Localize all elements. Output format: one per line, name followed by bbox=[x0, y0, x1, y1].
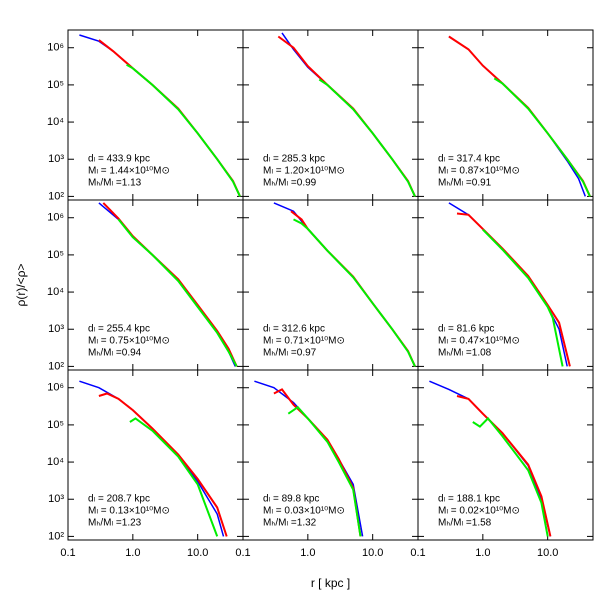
y-tick-label: 10⁵ bbox=[47, 79, 64, 91]
annotation: Mₕ/Mₗ =1.08 bbox=[438, 348, 492, 359]
x-tick-label: 1.0 bbox=[300, 547, 315, 559]
y-tick-label: 10³ bbox=[48, 493, 64, 505]
y-tick-label: 10⁵ bbox=[47, 419, 64, 431]
annotation: Mₗ = 0.13×10¹⁰M⊙ bbox=[88, 506, 170, 517]
y-tick-label: 10⁶ bbox=[47, 212, 64, 224]
data-line bbox=[287, 405, 362, 537]
data-line bbox=[98, 392, 228, 537]
annotation: dₗ = 81.6 kpc bbox=[438, 324, 494, 335]
y-tick-label: 10² bbox=[48, 530, 64, 542]
data-line bbox=[456, 212, 571, 367]
annotation: Mₗ = 1.20×10¹⁰M⊙ bbox=[263, 166, 345, 177]
data-line bbox=[293, 218, 416, 367]
annotation: Mₕ/Mₗ =0.94 bbox=[88, 348, 142, 359]
y-tick-label: 10⁴ bbox=[47, 116, 64, 128]
x-axis-label: r [ kpc ] bbox=[311, 576, 350, 590]
y-tick-label: 10⁴ bbox=[47, 456, 64, 468]
annotation: Mₗ = 0.87×10¹⁰M⊙ bbox=[438, 166, 520, 177]
annotation: Mₕ/Mₗ =0.97 bbox=[263, 348, 317, 359]
x-tick-label: 1.0 bbox=[475, 547, 490, 559]
annotation: dₗ = 317.4 kpc bbox=[438, 154, 500, 165]
annotation: dₗ = 89.8 kpc bbox=[263, 494, 319, 505]
data-line bbox=[117, 218, 238, 367]
annotation: dₗ = 433.9 kpc bbox=[88, 154, 150, 165]
annotation: dₗ = 285.3 kpc bbox=[263, 154, 325, 165]
x-tick-label: 10.0 bbox=[362, 547, 383, 559]
annotation: Mₗ = 0.71×10¹⁰M⊙ bbox=[263, 336, 345, 347]
annotation: Mₕ/Mₗ =1.58 bbox=[438, 518, 492, 529]
annotation: Mₕ/Mₗ =1.13 bbox=[88, 178, 142, 189]
x-tick-label: 10.0 bbox=[187, 547, 208, 559]
annotation: Mₗ = 0.47×10¹⁰M⊙ bbox=[438, 336, 520, 347]
annotation: Mₕ/Mₗ =1.23 bbox=[88, 518, 142, 529]
data-line bbox=[493, 77, 591, 197]
y-axis-label: ρ(r)/<ρ> bbox=[14, 264, 28, 307]
y-tick-label: 10⁶ bbox=[47, 382, 64, 394]
annotation: dₗ = 188.1 kpc bbox=[438, 494, 500, 505]
y-tick-label: 10³ bbox=[48, 323, 64, 335]
data-line bbox=[472, 416, 549, 537]
y-tick-label: 10⁵ bbox=[47, 249, 64, 261]
annotation: Mₗ = 0.03×10¹⁰M⊙ bbox=[263, 506, 345, 517]
x-tick-label: 10.0 bbox=[537, 547, 558, 559]
annotation: dₗ = 312.6 kpc bbox=[263, 324, 325, 335]
annotation: dₗ = 208.7 kpc bbox=[88, 494, 150, 505]
data-line bbox=[129, 417, 219, 537]
y-tick-label: 10⁶ bbox=[47, 42, 64, 54]
x-tick-label: 1.0 bbox=[125, 547, 140, 559]
annotation: Mₗ = 1.44×10¹⁰M⊙ bbox=[88, 166, 170, 177]
annotation: Mₕ/Mₗ =1.32 bbox=[263, 518, 317, 529]
data-line bbox=[482, 228, 564, 367]
annotation: Mₕ/Mₗ =0.99 bbox=[263, 178, 317, 189]
annotation: Mₕ/Mₗ =0.91 bbox=[438, 178, 492, 189]
annotation: Mₗ = 0.02×10¹⁰M⊙ bbox=[438, 506, 520, 517]
x-tick-label: 0.1 bbox=[60, 547, 75, 559]
y-tick-label: 10² bbox=[48, 360, 64, 372]
data-line bbox=[318, 78, 416, 197]
y-tick-label: 10² bbox=[48, 190, 64, 202]
annotation: dₗ = 255.4 kpc bbox=[88, 324, 150, 335]
data-line bbox=[456, 395, 552, 537]
x-tick-label: 0.1 bbox=[235, 547, 250, 559]
panel-frame bbox=[417, 369, 594, 541]
annotation: Mₗ = 0.75×10¹⁰M⊙ bbox=[88, 336, 170, 347]
x-tick-label: 0.1 bbox=[410, 547, 425, 559]
y-tick-label: 10⁴ bbox=[47, 286, 64, 298]
y-tick-label: 10³ bbox=[48, 153, 64, 165]
data-line bbox=[126, 63, 241, 197]
